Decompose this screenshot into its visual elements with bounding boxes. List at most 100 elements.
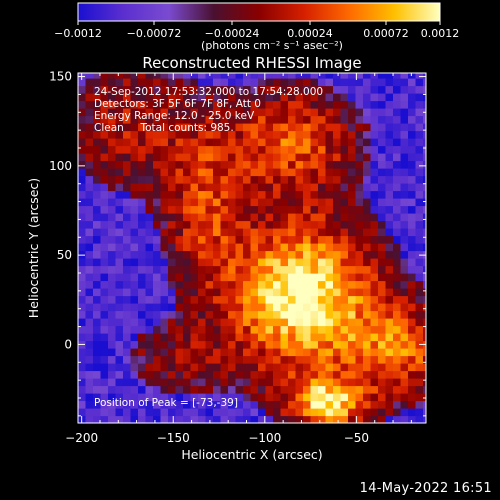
heatmap-cell (303, 168, 312, 177)
heatmap-cell (130, 303, 139, 312)
heatmap-cell (190, 175, 199, 184)
heatmap-cell (318, 243, 327, 252)
heatmap-cell (303, 108, 312, 117)
heatmap-cell (250, 213, 259, 222)
heatmap-cell (393, 138, 402, 147)
heatmap-cell (273, 108, 282, 117)
heatmap-cell (378, 85, 387, 94)
heatmap-cell (100, 243, 109, 252)
heatmap-cell (205, 348, 214, 357)
heatmap-cell (408, 190, 417, 199)
heatmap-cell (228, 333, 237, 342)
heatmap-cell (235, 333, 244, 342)
heatmap-cell (198, 100, 207, 109)
heatmap-cell (310, 213, 319, 222)
heatmap-cell (175, 393, 184, 402)
heatmap-cell (258, 145, 267, 154)
heatmap-cell (295, 145, 304, 154)
heatmap-cell (378, 333, 387, 342)
heatmap-cell (85, 340, 94, 349)
heatmap-cell (198, 295, 207, 304)
y-tick-label: 50 (57, 248, 72, 262)
heatmap-cell (145, 370, 154, 379)
heatmap-cell (280, 160, 289, 169)
heatmap-cell (130, 138, 139, 147)
heatmap-cell (85, 303, 94, 312)
heatmap-cell (423, 318, 426, 327)
heatmap-cell (213, 160, 222, 169)
heatmap-cell (243, 408, 252, 417)
heatmap-cell (130, 213, 139, 222)
heatmap-cell (280, 400, 289, 409)
heatmap-cell (288, 228, 297, 237)
heatmap-cell (348, 115, 357, 124)
heatmap-cell (108, 115, 117, 124)
heatmap-cell (340, 348, 349, 357)
heatmap-cell (378, 243, 387, 252)
heatmap-cell (100, 138, 109, 147)
heatmap-cell (318, 93, 327, 102)
heatmap-cell (108, 250, 117, 259)
heatmap-cell (198, 273, 207, 282)
heatmap-cell (100, 78, 109, 87)
heatmap-cell (295, 273, 304, 282)
heatmap-cell (100, 288, 109, 297)
heatmap-cell (295, 205, 304, 214)
heatmap-cell (198, 228, 207, 237)
heatmap-cell (348, 145, 357, 154)
heatmap-cell (78, 190, 87, 199)
heatmap-cell (363, 228, 372, 237)
footer-timestamp: 14-May-2022 16:51 (359, 481, 492, 496)
heatmap-cell (303, 130, 312, 139)
heatmap-cell (355, 340, 364, 349)
heatmap-cell (93, 393, 102, 402)
heatmap-cell (243, 288, 252, 297)
heatmap-cell (205, 85, 214, 94)
heatmap-cell (138, 318, 147, 327)
heatmap-cell (123, 168, 132, 177)
heatmap-cell (393, 168, 402, 177)
heatmap-cell (393, 73, 402, 79)
heatmap-cell (363, 378, 372, 387)
heatmap-cell (138, 295, 147, 304)
heatmap-cell (393, 130, 402, 139)
heatmap-cell (318, 115, 327, 124)
heatmap-cell (250, 273, 259, 282)
heatmap-cell (250, 138, 259, 147)
heatmap-cell (273, 183, 282, 192)
heatmap-cell (295, 340, 304, 349)
heatmap-cell (348, 415, 357, 423)
heatmap-cell (280, 168, 289, 177)
heatmap-cell (333, 333, 342, 342)
heatmap-cell (370, 198, 379, 207)
heatmap-cell (393, 205, 402, 214)
heatmap-cell (160, 78, 169, 87)
heatmap-cell (205, 288, 214, 297)
heatmap-cell (250, 288, 259, 297)
heatmap-cell (265, 355, 274, 364)
heatmap-cell (198, 198, 207, 207)
heatmap-cell (258, 235, 267, 244)
heatmap-cell (213, 258, 222, 267)
heatmap-cell (198, 385, 207, 394)
heatmap-cell (355, 145, 364, 154)
heatmap-cell (363, 325, 372, 334)
heatmap-cell (85, 213, 94, 222)
heatmap-cell (415, 415, 424, 423)
heatmap-cell (175, 100, 184, 109)
heatmap-cell (115, 265, 124, 274)
heatmap-cell (108, 303, 117, 312)
heatmap-cell (153, 175, 162, 184)
heatmap-cell (85, 385, 94, 394)
heatmap-cell (355, 303, 364, 312)
heatmap-cell (228, 123, 237, 132)
heatmap-cell (288, 175, 297, 184)
heatmap-cell (378, 145, 387, 154)
heatmap-cell (273, 123, 282, 132)
heatmap-cell (85, 130, 94, 139)
heatmap-cell (93, 115, 102, 124)
heatmap-cell (198, 280, 207, 289)
heatmap-cell (205, 198, 214, 207)
heatmap-cell (258, 138, 267, 147)
heatmap-cell (415, 220, 424, 229)
